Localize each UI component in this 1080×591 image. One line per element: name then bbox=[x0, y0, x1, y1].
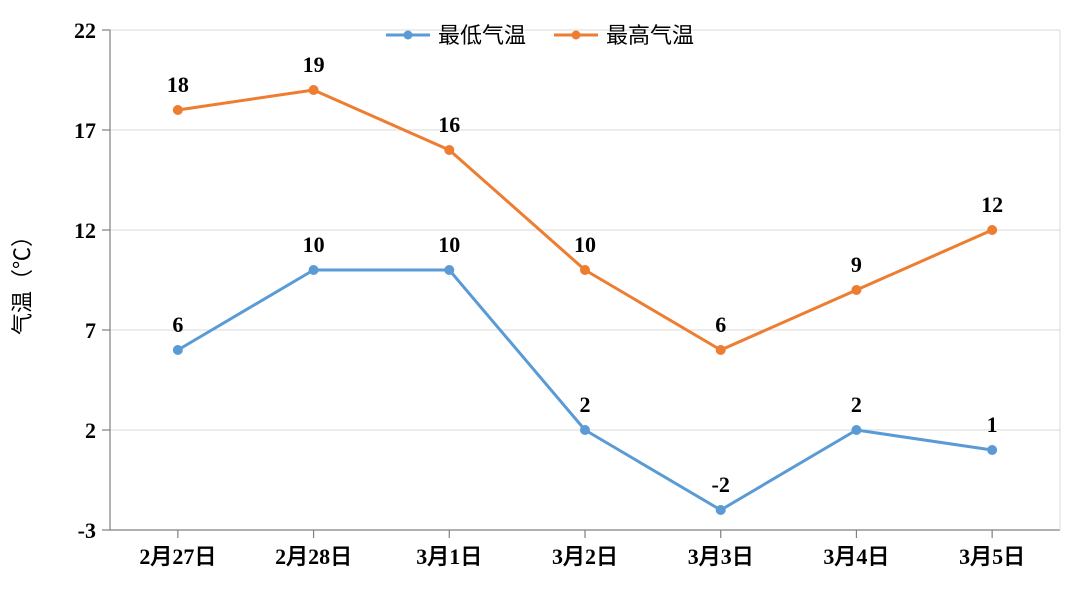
data-label: -2 bbox=[712, 472, 730, 497]
series-marker bbox=[852, 426, 861, 435]
x-tick-label: 3月3日 bbox=[688, 544, 754, 569]
data-label: 16 bbox=[438, 112, 460, 137]
chart-svg: -327121722气温（℃）2月27日2月28日3月1日3月2日3月3日3月4… bbox=[0, 0, 1080, 591]
series-marker bbox=[445, 146, 454, 155]
series-marker bbox=[309, 86, 318, 95]
series-marker bbox=[445, 266, 454, 275]
series-marker bbox=[309, 266, 318, 275]
series-marker bbox=[716, 346, 725, 355]
series-marker bbox=[173, 346, 182, 355]
series-marker bbox=[581, 426, 590, 435]
series-line-0 bbox=[178, 270, 992, 510]
data-label: 12 bbox=[981, 192, 1003, 217]
y-tick-label: 22 bbox=[74, 18, 96, 43]
y-tick-label: 17 bbox=[74, 118, 96, 143]
data-label: 10 bbox=[303, 232, 325, 257]
series-marker bbox=[581, 266, 590, 275]
y-tick-label: 2 bbox=[85, 418, 96, 443]
data-label: 6 bbox=[715, 312, 726, 337]
x-tick-label: 3月2日 bbox=[552, 544, 618, 569]
series-marker bbox=[173, 106, 182, 115]
series-marker bbox=[988, 446, 997, 455]
x-tick-label: 3月1日 bbox=[416, 544, 482, 569]
data-label: 19 bbox=[303, 52, 325, 77]
data-label: 10 bbox=[574, 232, 596, 257]
series-marker bbox=[988, 226, 997, 235]
data-label: 6 bbox=[172, 312, 183, 337]
data-label: 2 bbox=[580, 392, 591, 417]
x-tick-label: 2月27日 bbox=[139, 544, 216, 569]
x-tick-label: 3月5日 bbox=[959, 544, 1025, 569]
legend-label: 最低气温 bbox=[438, 23, 526, 48]
y-tick-label: 12 bbox=[74, 218, 96, 243]
y-axis-title: 气温（℃） bbox=[10, 225, 35, 335]
series-marker bbox=[716, 506, 725, 515]
x-tick-label: 3月4日 bbox=[823, 544, 889, 569]
data-label: 2 bbox=[851, 392, 862, 417]
data-label: 9 bbox=[851, 252, 862, 277]
y-tick-label: 7 bbox=[85, 318, 96, 343]
series-line-1 bbox=[178, 90, 992, 350]
series-marker bbox=[852, 286, 861, 295]
data-label: 10 bbox=[438, 232, 460, 257]
data-label: 18 bbox=[167, 72, 189, 97]
legend-label: 最高气温 bbox=[606, 23, 694, 48]
y-tick-label: -3 bbox=[78, 518, 96, 543]
data-label: 1 bbox=[987, 412, 998, 437]
x-tick-label: 2月28日 bbox=[275, 544, 352, 569]
temperature-line-chart: -327121722气温（℃）2月27日2月28日3月1日3月2日3月3日3月4… bbox=[0, 0, 1080, 591]
